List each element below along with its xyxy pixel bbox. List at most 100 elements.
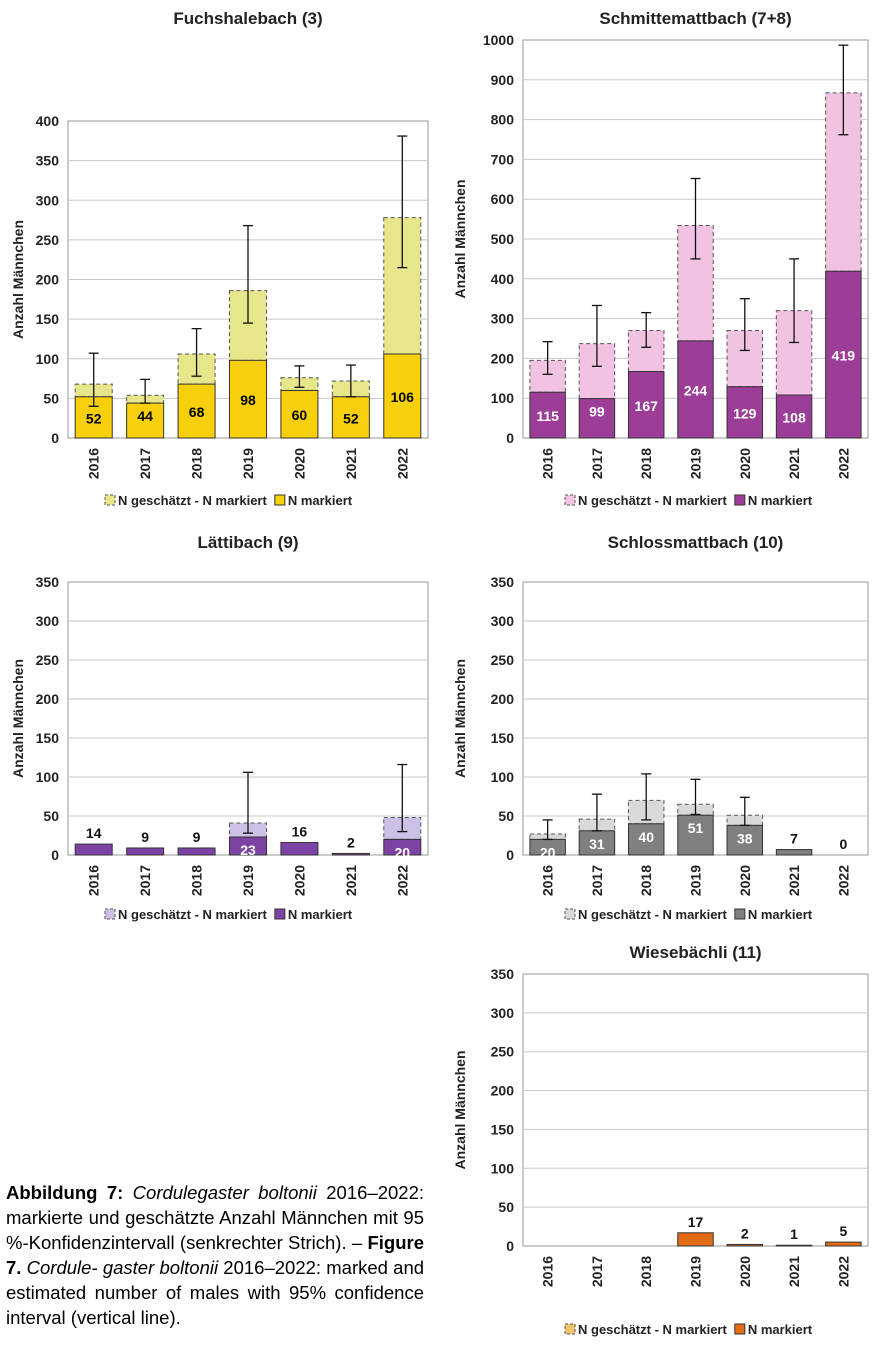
x-tick-label: 2022: [835, 1256, 851, 1287]
chart-title: Schmittemattbach (7+8): [599, 9, 791, 28]
x-tick-label: 2019: [688, 1256, 704, 1287]
data-label: 31: [589, 836, 605, 852]
y-tick-label: 250: [491, 652, 515, 668]
y-tick-label: 50: [498, 808, 514, 824]
x-tick-label: 2022: [394, 865, 410, 896]
y-tick-label: 300: [36, 192, 60, 208]
y-axis-label: Anzahl Männchen: [10, 220, 26, 339]
y-axis-label: Anzahl Männchen: [452, 179, 468, 298]
y-tick-label: 350: [36, 574, 60, 590]
bar-marked: [280, 389, 319, 439]
y-tick-label: 250: [36, 232, 60, 248]
data-label: 60: [292, 407, 308, 423]
y-tick-label: 600: [491, 191, 515, 207]
x-tick-label: 2016: [86, 865, 102, 896]
chart-title: Wiesebächli (11): [629, 943, 761, 962]
bar-marked: [529, 391, 566, 439]
data-label: 68: [189, 404, 205, 420]
bar-marked: [383, 353, 422, 439]
x-tick-label: 2021: [786, 865, 802, 896]
y-tick-label: 0: [51, 847, 59, 863]
y-axis-label: Anzahl Männchen: [452, 659, 468, 778]
bar-marked: [726, 1243, 764, 1247]
legend-label-marked: N markiert: [288, 907, 353, 922]
y-tick-label: 250: [491, 1044, 515, 1060]
caption-species-en-1: Cordule-: [21, 1257, 98, 1278]
data-label: 38: [737, 830, 753, 846]
y-tick-label: 900: [491, 72, 515, 88]
x-tick-label: 2017: [589, 1256, 605, 1287]
y-tick-label: 50: [43, 390, 59, 406]
x-tick-label: 2018: [189, 448, 205, 479]
chart-schmittemattbach-svg: Schmittemattbach (7+8) 0 100 200 300 400 500 60…: [452, 9, 869, 508]
data-label: 23: [240, 842, 256, 858]
y-tick-label: 250: [36, 652, 60, 668]
caption-species-en-2: gaster boltonii: [102, 1257, 219, 1278]
x-tick-label: 2018: [189, 865, 205, 896]
x-tick-label: 2017: [137, 448, 153, 479]
y-tick-label: 100: [36, 351, 60, 367]
y-tick-label: 200: [36, 272, 60, 288]
x-tick-label: 2017: [137, 865, 153, 896]
y-tick-label: 350: [491, 574, 515, 590]
legend-swatch-marked: [734, 908, 746, 920]
chart-wiesebaechli-svg: Wiesebächli (11) 0 50 100 150 200 250 300 350 Anz…: [452, 943, 869, 1337]
figure-caption: Abbildung 7: Cordulegaster boltonii 2016…: [6, 1180, 424, 1330]
data-label: 40: [638, 829, 654, 845]
caption-species-de: Cordulegaster boltonii: [132, 1182, 317, 1203]
data-label: 2: [741, 1225, 749, 1241]
chart-schlossmattbach: Schlossmattbach (10) 0 50 100 150 200 250 300 35…: [440, 528, 876, 938]
data-label: 20: [394, 844, 410, 860]
x-tick-label: 2019: [688, 865, 704, 896]
y-tick-label: 100: [491, 1160, 515, 1176]
x-tick-label: 2020: [291, 448, 307, 479]
chart-title: Lättibach (9): [197, 533, 298, 552]
x-tick-label: 2016: [540, 865, 556, 896]
y-tick-label: 100: [491, 769, 515, 785]
data-label: 17: [688, 1214, 704, 1230]
y-tick-label: 50: [43, 808, 59, 824]
legend-swatch-estimated: [104, 908, 116, 920]
caption-text-en: 2016–2022: marked and estimated number o…: [6, 1257, 425, 1328]
y-tick-label: 200: [491, 1083, 515, 1099]
chart-laettibach-svg: Lättibach (9) 0 50 100 150 200 250 300 350 Anzahl…: [10, 533, 429, 922]
y-tick-label: 700: [491, 151, 515, 167]
y-tick-label: 0: [506, 1238, 514, 1254]
data-label: 98: [240, 392, 256, 408]
data-label: 16: [292, 824, 308, 840]
y-tick-label: 300: [491, 1005, 515, 1021]
data-label: 129: [733, 405, 757, 421]
y-tick-label: 200: [36, 691, 60, 707]
x-tick-label: 2020: [737, 448, 753, 479]
y-tick-label: 400: [491, 271, 515, 287]
x-tick-label: 2019: [688, 448, 704, 479]
chart-laettibach: Lättibach (9) 0 50 100 150 200 250 300 350 Anzahl…: [0, 528, 440, 938]
data-label: 167: [635, 398, 659, 414]
y-tick-label: 400: [36, 113, 60, 129]
legend-swatch-marked: [734, 1323, 746, 1335]
bar-marked: [228, 836, 268, 856]
legend-swatch-marked: [274, 494, 286, 506]
y-tick-label: 50: [498, 1199, 514, 1215]
legend-label-estimated: N geschätzt - N markiert: [118, 907, 267, 922]
x-tick-label: 2016: [540, 1256, 556, 1287]
bar-marked: [677, 1232, 714, 1247]
y-tick-label: 1000: [483, 32, 514, 48]
y-tick-label: 0: [506, 430, 514, 446]
data-label: 244: [684, 382, 708, 398]
y-tick-label: 150: [491, 1121, 515, 1137]
x-tick-label: 2016: [86, 448, 102, 479]
x-tick-label: 2020: [737, 1256, 753, 1287]
data-label: 115: [536, 408, 559, 424]
y-tick-label: 200: [491, 350, 515, 366]
chart-schlossmattbach-svg: Schlossmattbach (10)05010015020025030035…: [452, 533, 869, 922]
data-label: 52: [343, 410, 359, 426]
y-tick-label: 0: [506, 847, 514, 863]
x-tick-label: 2022: [835, 448, 851, 479]
y-tick-label: 500: [491, 231, 515, 247]
bar-marked: [280, 842, 319, 856]
y-tick-label: 150: [36, 730, 60, 746]
data-label: 419: [832, 348, 856, 364]
bar-marked: [177, 847, 216, 856]
legend-swatch-estimated: [104, 494, 116, 506]
